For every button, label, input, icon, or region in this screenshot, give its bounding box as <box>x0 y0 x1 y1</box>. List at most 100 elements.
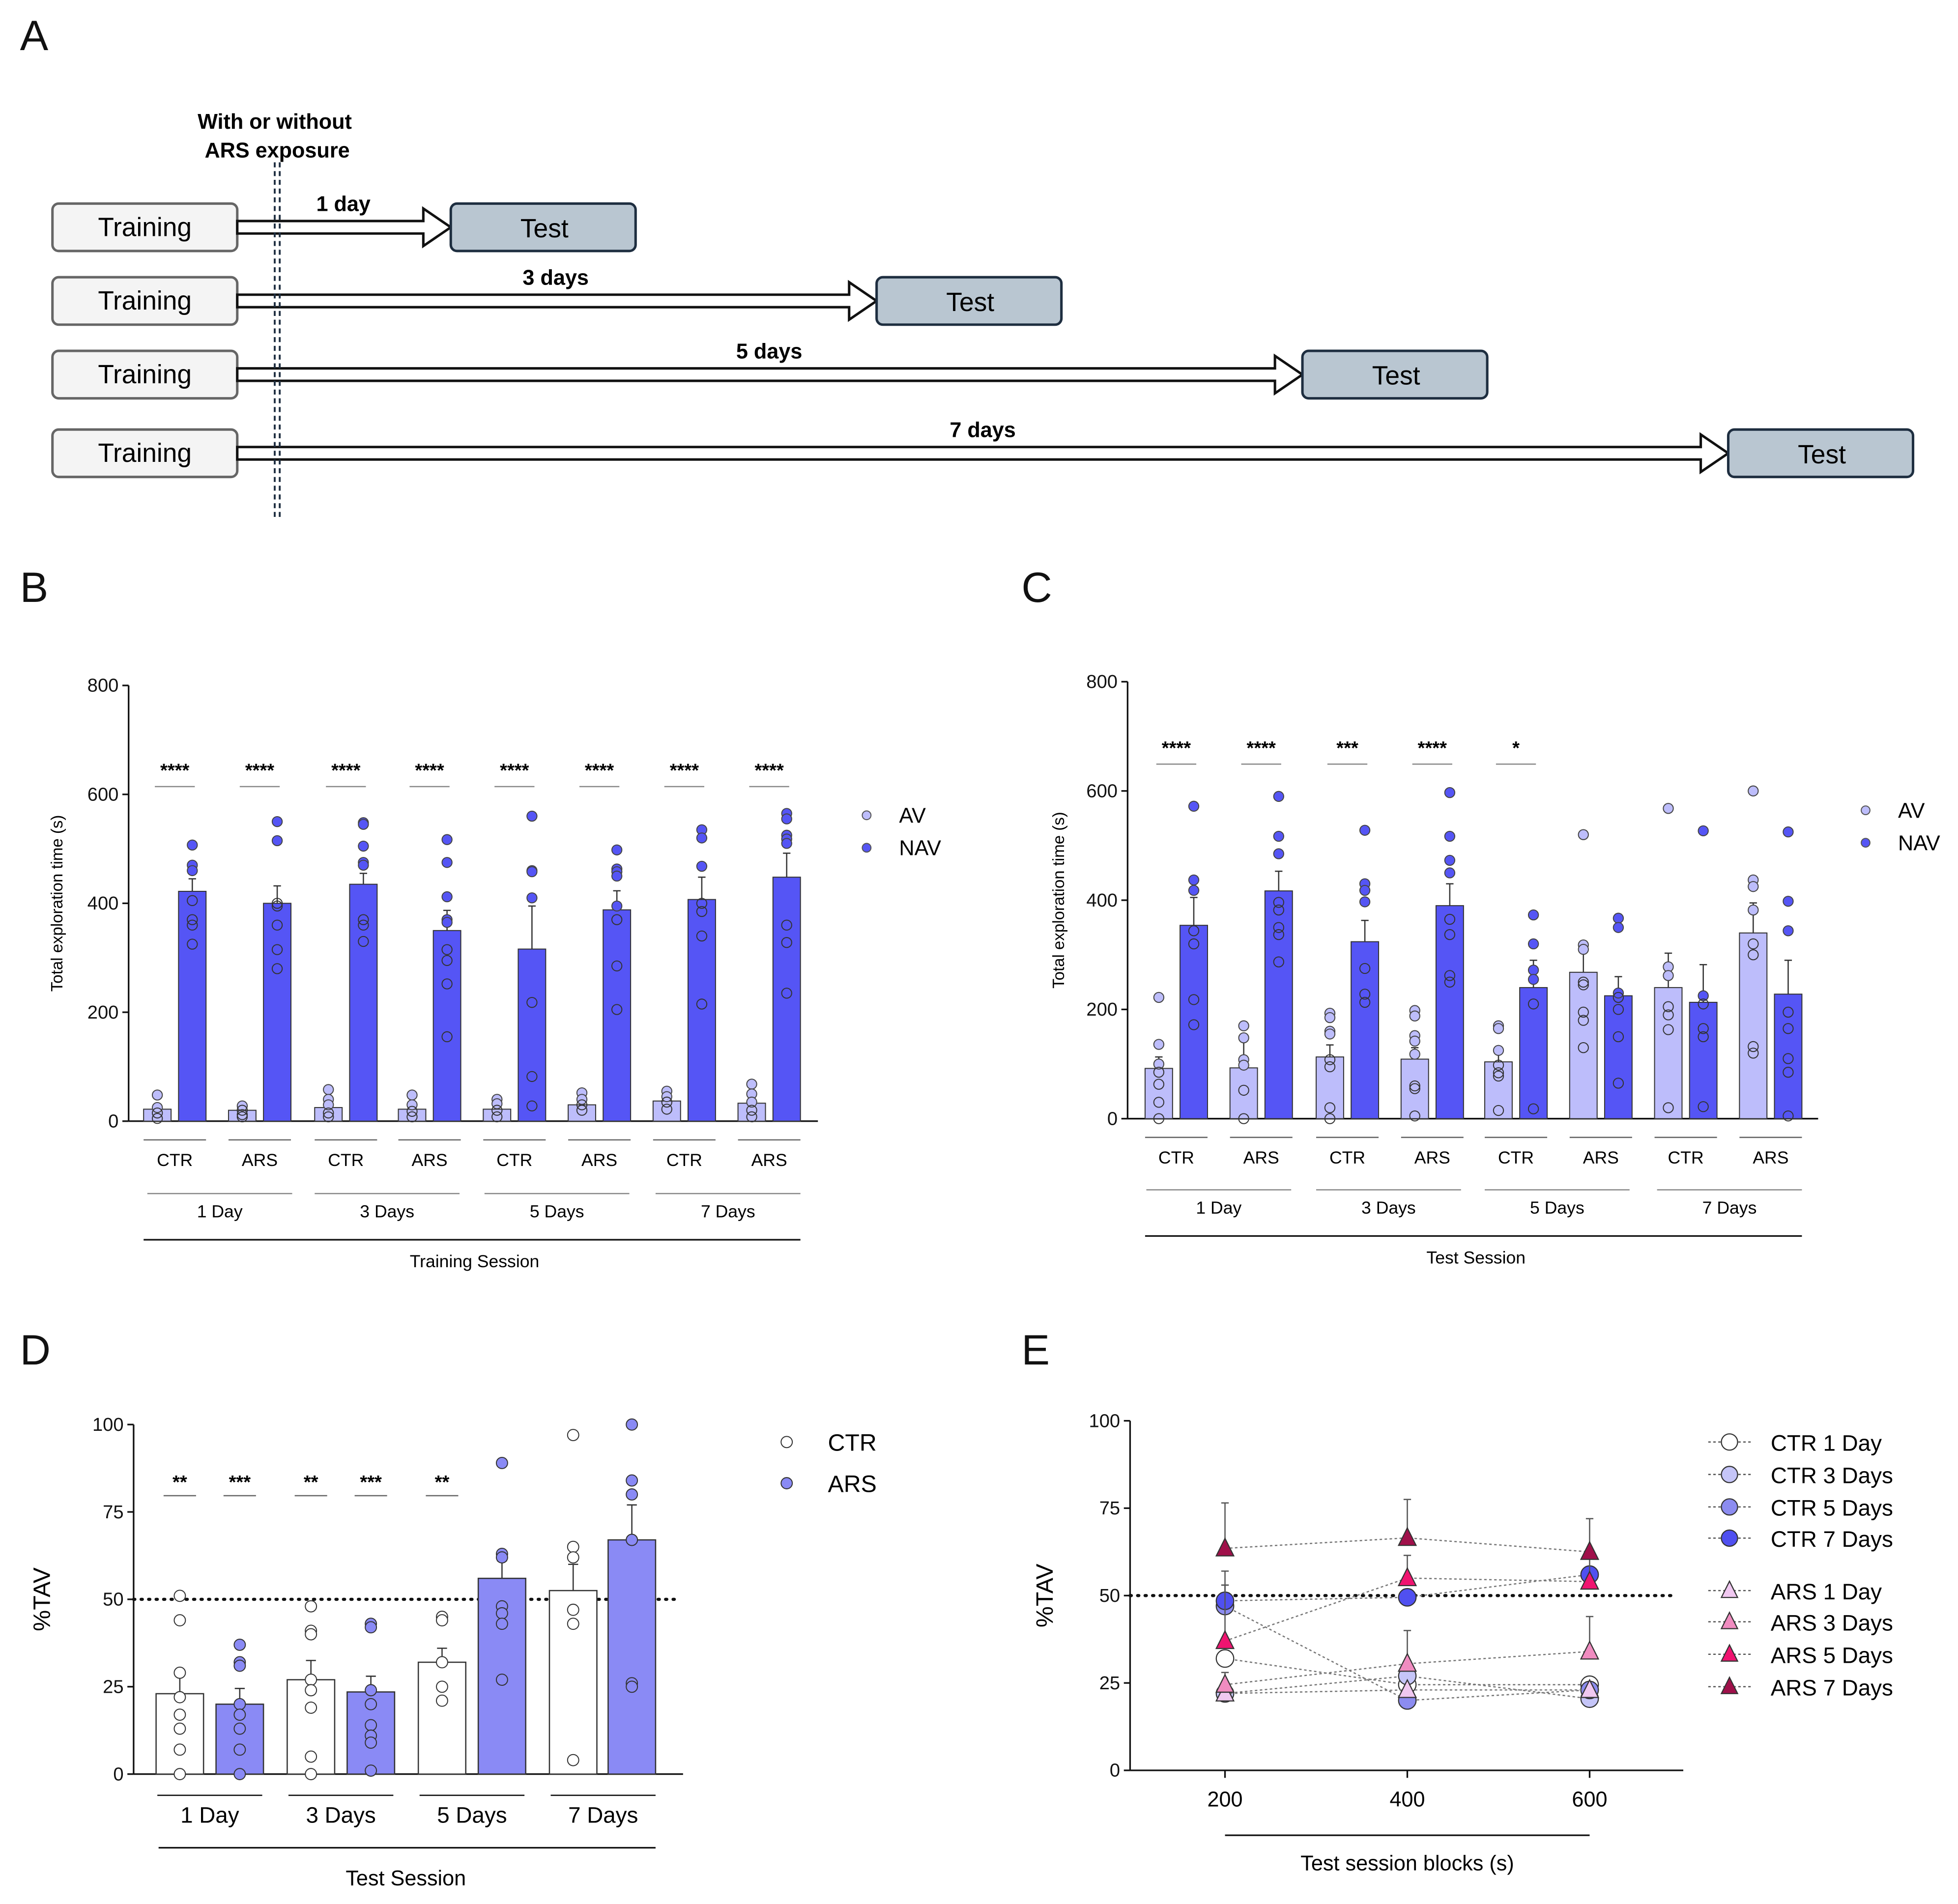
group-label: 5 Days <box>437 1803 507 1828</box>
data-point <box>271 816 283 827</box>
data-point <box>365 1684 377 1697</box>
data-point <box>1238 1084 1249 1096</box>
bar-nav <box>687 899 716 1122</box>
data-point <box>233 1722 246 1735</box>
data-point <box>187 895 198 907</box>
group-label: 3 Days <box>306 1803 375 1828</box>
data-point <box>1409 1035 1420 1047</box>
y-axis-label: Total exploration time (s) <box>1049 812 1067 989</box>
panel-b-bar-chart: B 0 200 400 600 800 Total exploration time (s)… <box>20 564 942 1271</box>
arrow-icon <box>236 353 1305 396</box>
data-point <box>1273 929 1284 940</box>
data-point <box>1578 943 1589 955</box>
data-point <box>611 844 623 855</box>
session-label: Test Session <box>346 1867 466 1890</box>
data-point <box>1324 1028 1336 1040</box>
y-axis-label: %TAV <box>1032 1563 1058 1627</box>
bar-nav <box>1435 905 1464 1119</box>
marker-circle <box>1721 1529 1738 1547</box>
y-tick-label: 50 <box>1099 1586 1120 1606</box>
bar-nav <box>263 903 292 1122</box>
y-axis-label: %TAV <box>29 1567 56 1631</box>
data-point <box>1663 970 1674 981</box>
data-point <box>495 1618 508 1630</box>
significance-label: **** <box>331 761 360 781</box>
data-point <box>1273 904 1284 916</box>
legend-marker <box>862 843 872 853</box>
test-label: Test <box>520 214 569 243</box>
significance-label: **** <box>754 761 783 781</box>
data-point <box>435 1656 448 1669</box>
bar-nav <box>1351 941 1380 1119</box>
data-point <box>358 919 369 931</box>
data-point <box>173 1722 186 1735</box>
data-point <box>1153 1113 1165 1124</box>
training-label: Training <box>98 439 192 468</box>
x-tick-label: 400 <box>1389 1788 1425 1812</box>
data-point <box>746 1096 757 1108</box>
y-tick-label: 400 <box>1086 890 1118 911</box>
panel-label: D <box>20 1327 51 1374</box>
data-point <box>661 1096 672 1108</box>
data-point <box>567 1551 579 1563</box>
data-point <box>1527 965 1539 976</box>
data-point <box>271 835 283 847</box>
legend-label: ARS 5 Days <box>1771 1643 1893 1668</box>
data-point <box>611 1004 623 1015</box>
data-point <box>626 1488 638 1501</box>
data-point <box>1359 996 1371 1008</box>
data-point <box>305 1702 317 1714</box>
data-point <box>567 1618 579 1630</box>
bar-nav <box>1774 994 1803 1119</box>
interval-label: 5 days <box>736 340 802 363</box>
group-label: 3 Days <box>360 1201 414 1221</box>
significance-label: *** <box>229 1472 251 1493</box>
bar-av <box>398 1108 427 1122</box>
arrow-icon <box>236 280 879 322</box>
data-point <box>305 1628 317 1641</box>
marker-triangle <box>1720 1580 1739 1598</box>
data-point <box>1359 884 1371 896</box>
timeline-row: Training 3 days Test <box>51 266 1063 326</box>
data-point <box>271 944 283 955</box>
marker-circle <box>1721 1466 1738 1483</box>
marker-triangle <box>1397 1527 1417 1546</box>
exposure-label: With or without <box>198 110 352 134</box>
timeline-row: Training 7 days Test <box>51 418 1915 479</box>
training-label: Training <box>98 360 192 389</box>
session-label: Training Session <box>410 1251 540 1271</box>
bar-nav <box>1604 995 1633 1119</box>
data-point <box>1748 1048 1759 1059</box>
data-point <box>358 936 369 947</box>
data-point <box>358 840 369 852</box>
bar-av <box>1484 1061 1513 1119</box>
data-point <box>1153 992 1165 1003</box>
data-point <box>173 1614 186 1627</box>
data-point <box>365 1621 377 1634</box>
group-label: 7 Days <box>701 1201 755 1221</box>
data-point <box>696 930 708 942</box>
x-category-label: CTR <box>666 1150 702 1170</box>
data-point <box>233 1659 246 1672</box>
y-tick-label: 600 <box>87 784 119 805</box>
y-tick-label: 75 <box>103 1502 123 1523</box>
data-point <box>1188 1019 1200 1030</box>
series-line <box>1225 1574 1590 1602</box>
data-point <box>305 1674 317 1686</box>
x-category-label: ARS <box>411 1150 447 1170</box>
bar-nav <box>178 891 207 1122</box>
panel-a-label: A <box>20 12 49 59</box>
marker-circle <box>1398 1588 1417 1607</box>
data-point <box>1612 1004 1624 1015</box>
data-point <box>1188 884 1200 896</box>
series-line <box>1225 1675 1590 1700</box>
bar-av <box>1316 1056 1344 1119</box>
exposure-label: ARS exposure <box>204 139 349 162</box>
data-point <box>441 978 453 990</box>
data-point <box>1612 987 1624 999</box>
data-point <box>1273 922 1284 933</box>
data-point <box>1783 1023 1794 1034</box>
training-label: Training <box>98 213 192 242</box>
data-point <box>1663 1024 1674 1035</box>
